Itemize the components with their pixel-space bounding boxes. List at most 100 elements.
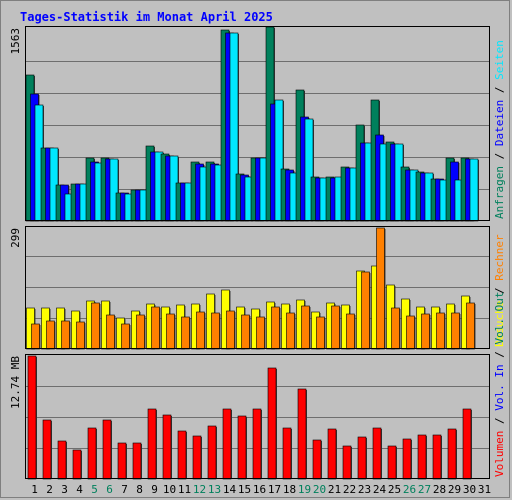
bar-volumen-day-12 <box>192 435 202 480</box>
legend: Besuche / Rechner <box>493 234 506 347</box>
bar-rechner-day-30 <box>466 302 475 350</box>
bar-rechner-day-1 <box>31 323 40 350</box>
legend-item-rechner: Rechner <box>493 234 506 281</box>
bar-volumen-day-14 <box>222 408 232 480</box>
x-tick-label: 30 <box>463 483 476 496</box>
x-tick-label: 17 <box>268 483 281 496</box>
x-tick-label: 18 <box>283 483 296 496</box>
x-tick-label: 29 <box>448 483 461 496</box>
bar-rechner-day-23 <box>361 271 370 350</box>
legend-separator: / <box>493 411 506 431</box>
bar-seiten-day-30 <box>469 158 479 222</box>
legend-separator: / <box>493 345 506 365</box>
bar-rechner-day-13 <box>211 312 220 350</box>
legend-separator: / <box>493 146 506 166</box>
bar-rechner-day-22 <box>346 313 355 350</box>
x-tick-label: 3 <box>61 483 68 496</box>
bar-rechner-day-10 <box>166 313 175 350</box>
bar-volumen-day-9 <box>147 408 157 480</box>
x-tick-label: 10 <box>163 483 176 496</box>
bar-volumen-day-19 <box>297 388 307 480</box>
bar-volumen-day-10 <box>162 414 172 480</box>
bar-rechner-day-15 <box>241 314 250 350</box>
bar-rechner-day-6 <box>106 314 115 350</box>
bar-volumen-day-27 <box>417 434 427 480</box>
x-tick-label: 1 <box>31 483 38 496</box>
x-tick-label: 19 <box>298 483 311 496</box>
bar-volumen-day-21 <box>327 428 337 480</box>
legend: Volumen / Vol. In / Vol. Out <box>493 292 506 477</box>
x-tick-label: 13 <box>208 483 221 496</box>
visits-panel: 299 Besuche / Rechner <box>9 226 506 350</box>
x-tick-label: 6 <box>106 483 113 496</box>
bar-volumen-day-15 <box>237 415 247 480</box>
plot-border <box>25 226 490 349</box>
bar-rechner-day-27 <box>421 313 430 350</box>
bar-rechner-day-8 <box>136 314 145 350</box>
bar-volumen-day-17 <box>267 367 277 480</box>
legend-item-seiten: Seiten <box>493 40 506 80</box>
bar-rechner-day-9 <box>151 306 160 350</box>
x-tick-label: 7 <box>121 483 128 496</box>
x-tick-label: 22 <box>343 483 356 496</box>
x-tick-label: 15 <box>238 483 251 496</box>
bar-rechner-day-28 <box>436 312 445 350</box>
bar-rechner-day-5 <box>91 302 100 350</box>
bar-volumen-day-2 <box>42 419 52 480</box>
legend-separator: / <box>493 80 506 100</box>
bar-volumen-day-3 <box>57 440 67 480</box>
bar-volumen-day-29 <box>447 428 457 480</box>
x-tick-label: 27 <box>418 483 431 496</box>
max-value-label: 12.74 MB <box>9 356 22 409</box>
bar-volumen-day-6 <box>102 419 112 480</box>
legend-item-besuche: Besuche <box>493 301 506 347</box>
bar-volumen-day-24 <box>372 427 382 480</box>
x-tick-label: 21 <box>328 483 341 496</box>
bar-volumen-day-18 <box>282 427 292 480</box>
bar-volumen-day-28 <box>432 434 442 480</box>
max-value-label: 1563 <box>9 28 22 55</box>
x-tick-label: 16 <box>253 483 266 496</box>
bar-volumen-day-11 <box>177 430 187 480</box>
x-tick-label: 8 <box>136 483 143 496</box>
bar-rechner-day-20 <box>316 316 325 350</box>
bar-rechner-day-14 <box>226 310 235 350</box>
bar-volumen-day-30 <box>462 408 472 480</box>
bar-rechner-day-29 <box>451 312 460 350</box>
bar-rechner-day-12 <box>196 311 205 350</box>
legend-item-vol-in: Vol. In <box>493 364 506 410</box>
bar-rechner-day-2 <box>46 320 55 350</box>
x-tick-label: 23 <box>358 483 371 496</box>
x-tick-label: 20 <box>313 483 326 496</box>
bar-volumen-day-7 <box>117 442 127 480</box>
max-value-label: 299 <box>9 228 22 248</box>
x-tick-label: 5 <box>91 483 98 496</box>
bar-rechner-day-26 <box>406 315 415 350</box>
bar-volumen-day-4 <box>72 449 82 480</box>
x-tick-label: 2 <box>46 483 53 496</box>
bar-volumen-day-23 <box>357 436 367 480</box>
bar-volumen-day-22 <box>342 445 352 480</box>
bar-rechner-day-3 <box>61 320 70 350</box>
bar-rechner-day-18 <box>286 312 295 350</box>
legend-item-anfragen: Anfragen <box>493 166 506 219</box>
bar-rechner-day-4 <box>76 321 85 350</box>
bar-volumen-day-1 <box>27 355 37 480</box>
x-tick-label: 12 <box>193 483 206 496</box>
x-tick-label: 31 <box>478 483 491 496</box>
bar-rechner-day-11 <box>181 316 190 350</box>
chart-title: Tages-Statistik im Monat April 2025 <box>20 10 273 24</box>
bar-volumen-day-13 <box>207 425 217 480</box>
bar-rechner-day-21 <box>331 305 340 350</box>
x-tick-label: 9 <box>151 483 158 496</box>
x-tick-label: 28 <box>433 483 446 496</box>
x-tick-label: 24 <box>373 483 387 496</box>
bar-rechner-day-25 <box>391 307 400 350</box>
bar-volumen-day-25 <box>387 445 397 480</box>
bar-rechner-day-16 <box>256 316 265 350</box>
legend-item-volumen: Volumen <box>493 431 506 477</box>
bar-volumen-day-16 <box>252 408 262 480</box>
plot-border <box>25 26 490 221</box>
